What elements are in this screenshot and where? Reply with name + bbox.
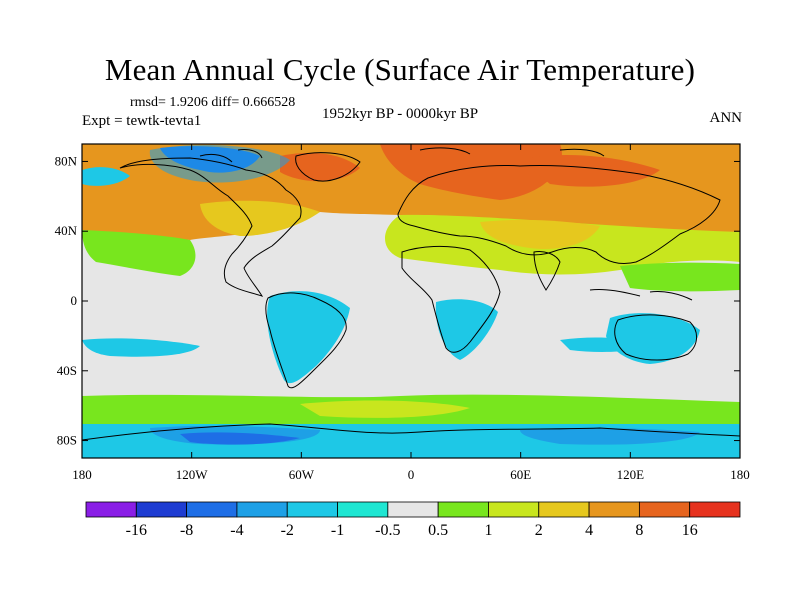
x-tick-label: 180 — [72, 467, 92, 482]
x-tick-label: 60W — [289, 467, 315, 482]
y-tick-label: 0 — [71, 293, 78, 308]
field-mideast-orange — [480, 219, 600, 250]
y-tick-label: 80S — [57, 433, 77, 448]
coast-indonesia — [589, 289, 693, 301]
y-tick-label: 40N — [55, 223, 78, 238]
colorbar-label: -1 — [331, 522, 344, 539]
colorbar-label: 2 — [535, 522, 543, 539]
coast-antarctica — [82, 423, 740, 441]
experiment-label: Expt = tewtk-tevta1 — [82, 113, 202, 129]
colorbar-swatch — [638, 501, 691, 518]
season-label: ANN — [709, 110, 743, 126]
colorbar-label: -8 — [180, 522, 193, 539]
x-tick-label: 120E — [617, 467, 645, 482]
field-africa-cool — [435, 299, 498, 360]
colorbar-swatch — [286, 501, 338, 518]
coastlines — [82, 147, 740, 441]
colorbar-label: -16 — [126, 522, 147, 539]
field-north-pacific — [82, 167, 130, 186]
x-tick-label: 120W — [176, 467, 209, 482]
coast-africa — [401, 245, 501, 353]
colorbar-swatch — [538, 501, 590, 518]
colorbar-swatch — [85, 501, 137, 518]
colorbar-swatch — [236, 501, 288, 518]
period-label: 1952kyr BP - 0000kyr BP — [321, 106, 479, 122]
field-siberia-hot — [380, 144, 562, 200]
colorbar-swatch — [689, 501, 741, 518]
y-tick-label: 80N — [55, 153, 78, 168]
colorbar-label: 1 — [484, 522, 492, 539]
field-south-pacific-cool — [82, 338, 200, 357]
field-antarctic-deep — [180, 432, 300, 445]
field-canada-cool2 — [149, 145, 290, 183]
colorbar-label: -4 — [230, 522, 243, 539]
field-so-yellow — [300, 400, 470, 418]
coast-south-america — [265, 292, 347, 389]
x-axis: 180 120W 60W 0 60E 120E 180 — [72, 144, 750, 482]
coast-australia — [614, 314, 697, 361]
colorbar-label: 0.5 — [428, 522, 448, 539]
colorbar-swatch — [387, 501, 439, 518]
field-se-pacific-cool — [560, 337, 660, 352]
chart-title: Mean Annual Cycle (Surface Air Temperatu… — [104, 52, 696, 87]
stats-text: rmsd= 1.9206 diff= 0.666528 — [130, 95, 296, 110]
field-antarctic-blue2 — [520, 427, 700, 445]
field-australia-cool — [606, 313, 700, 364]
field-asia-hot — [520, 155, 660, 187]
colorbar-swatch — [437, 501, 489, 518]
x-tick-label: 0 — [408, 467, 415, 482]
y-tick-label: 40S — [57, 363, 77, 378]
coast-eurasia — [397, 164, 721, 265]
field-na-green — [82, 230, 196, 276]
x-tick-label: 180 — [730, 467, 750, 482]
coast-north-america — [119, 157, 302, 297]
field-na-orange — [200, 200, 320, 236]
coast-arctic-islands — [199, 147, 605, 163]
colorbar: -16 -8 -4 -2 -1 -0.5 0.5 1 2 4 8 16 — [85, 501, 741, 539]
field-greenland-hot — [280, 152, 360, 182]
x-tick-label: 60E — [510, 467, 531, 482]
colorbar-swatch — [337, 501, 389, 518]
colorbar-label: -2 — [281, 522, 294, 539]
colorbar-label: -0.5 — [375, 522, 400, 539]
colorbar-swatch — [488, 501, 540, 518]
field-pacific-green — [620, 262, 740, 292]
colorbar-label: 4 — [585, 522, 593, 539]
colorbar-swatch — [588, 501, 640, 518]
y-axis: 80N 40N 0 40S 80S — [55, 153, 740, 448]
field-sa-cool — [267, 291, 350, 384]
colorbar-swatch — [135, 501, 188, 518]
colorbar-label: 16 — [682, 522, 698, 539]
colorbar-label: 8 — [635, 522, 643, 539]
coast-greenland — [295, 152, 361, 182]
coast-india — [533, 251, 561, 291]
colorbar-swatch — [186, 501, 238, 518]
